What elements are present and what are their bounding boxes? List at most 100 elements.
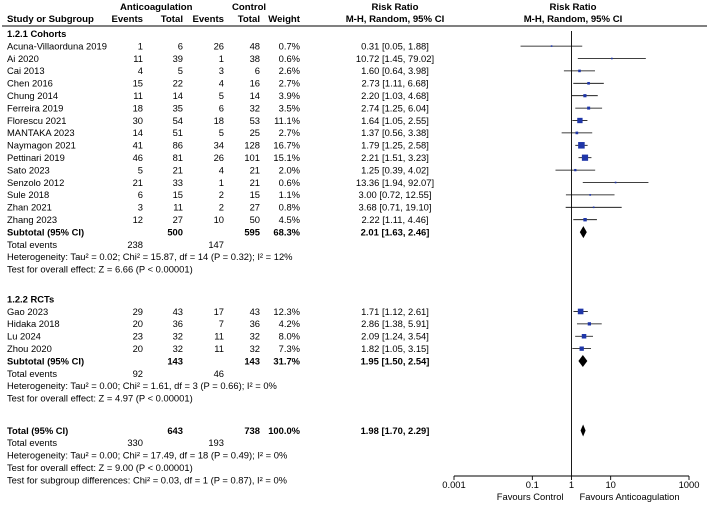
study-total-1: 33 — [173, 177, 183, 188]
study-name: Ferreira 2019 — [7, 102, 63, 113]
subtotal-total-2: 143 — [244, 355, 260, 366]
study-total-1: 81 — [173, 152, 183, 163]
header-group-anticoagulation: Anticoagulation — [120, 2, 193, 13]
total-events-label: Total events — [7, 368, 57, 379]
study-events-2: 6 — [219, 102, 224, 113]
study-weight: 3.9% — [279, 90, 300, 101]
study-events-1: 6 — [138, 189, 143, 200]
study-name: Acuna-Villaorduna 2019 — [7, 40, 107, 51]
subtotal-weight: 68.3% — [273, 226, 300, 237]
x-axis-tick-label: 10 — [605, 479, 615, 490]
study-total-1: 86 — [173, 140, 183, 151]
study-events-1: 15 — [133, 78, 143, 89]
study-events-1: 11 — [133, 53, 143, 64]
study-total-2: 101 — [244, 152, 260, 163]
study-ci-text: 1.60 [0.64, 3.98] — [361, 65, 429, 76]
study-events-1: 29 — [133, 306, 143, 317]
total-diamond — [580, 424, 586, 437]
study-events-1: 14 — [133, 127, 143, 138]
study-total-2: 32 — [250, 331, 260, 342]
total-events-1: 238 — [127, 239, 143, 250]
overall-heterogeneity-text: Heterogeneity: Tau² = 0.00; Chi² = 17.49… — [7, 450, 287, 461]
study-ci-text: 1.37 [0.56, 3.38] — [361, 127, 429, 138]
study-total-2: 53 — [250, 115, 260, 126]
study-weight: 16.7% — [273, 140, 300, 151]
study-weight: 0.8% — [279, 202, 300, 213]
study-events-2: 1 — [219, 53, 224, 64]
study-point-marker — [581, 154, 589, 161]
x-axis-tick-label: 0.001 — [442, 479, 465, 490]
overall-total-events-1: 330 — [127, 437, 143, 448]
subtotal-diamond — [578, 355, 588, 368]
study-total-2: 27 — [250, 202, 260, 213]
study-point-marker — [575, 131, 579, 135]
overall-effect-total-text: Test for overall effect: Z = 9.00 (P < 0… — [7, 462, 193, 473]
study-events-2: 5 — [219, 90, 224, 101]
study-ci-text: 10.72 [1.45, 79.02] — [356, 53, 434, 64]
study-events-2: 10 — [214, 214, 224, 225]
study-weight: 1.1% — [279, 189, 300, 200]
study-ci-text: 2.86 [1.38, 5.91] — [361, 318, 429, 329]
study-ci-text: 1.64 [1.05, 2.55] — [361, 115, 429, 126]
subtotal-ci-text: 1.95 [1.50, 2.54] — [361, 355, 430, 366]
study-total-1: 36 — [173, 318, 183, 329]
study-weight: 0.6% — [279, 53, 300, 64]
header-risk-ratio: Risk Ratio — [372, 2, 419, 13]
study-events-2: 18 — [214, 115, 224, 126]
total-events-2: 147 — [208, 239, 224, 250]
study-name: Sato 2023 — [7, 164, 50, 175]
study-name: Zhan 2021 — [7, 202, 52, 213]
study-events-1: 11 — [133, 90, 143, 101]
study-point-marker — [587, 322, 592, 326]
study-name: Pettinari 2019 — [7, 152, 65, 163]
study-total-1: 5 — [178, 65, 183, 76]
study-name: Chung 2014 — [7, 90, 58, 101]
study-ci-text: 13.36 [1.94, 92.07] — [356, 177, 434, 188]
study-events-2: 2 — [219, 202, 224, 213]
study-ci-text: 1.71 [1.12, 2.61] — [361, 306, 429, 317]
study-events-1: 21 — [133, 177, 143, 188]
study-ci-text: 1.79 [1.25, 2.58] — [361, 140, 429, 151]
study-name: Zhou 2020 — [7, 343, 52, 354]
study-ci-text: 3.00 [0.72, 12.55] — [359, 189, 432, 200]
study-events-1: 46 — [133, 152, 143, 163]
study-name: Sule 2018 — [7, 189, 49, 200]
x-axis-tick-label: 1 — [569, 479, 574, 490]
study-point-marker — [581, 333, 587, 339]
study-weight: 12.3% — [273, 306, 300, 317]
plot-header-risk-ratio: Risk Ratio — [550, 2, 597, 13]
subtotal-ci-text: 2.01 [1.63, 2.46] — [361, 226, 430, 237]
total-label: Total (95% CI) — [7, 425, 68, 436]
study-point-marker — [589, 194, 592, 196]
study-ci-text: 3.68 [0.71, 19.10] — [359, 202, 432, 213]
study-events-2: 17 — [214, 306, 224, 317]
header-rr-method: M-H, Random, 95% CI — [346, 14, 445, 25]
study-weight: 2.7% — [279, 78, 300, 89]
study-events-1: 20 — [133, 343, 143, 354]
study-name: Senzolo 2012 — [7, 177, 64, 188]
subtotal-label: Subtotal (95% CI) — [7, 355, 84, 366]
study-ci-text: 2.74 [1.25, 6.04] — [361, 102, 429, 113]
subgroup-title: 1.2.2 RCTs — [7, 293, 54, 304]
study-total-2: 6 — [255, 65, 260, 76]
study-point-marker — [577, 308, 584, 315]
study-events-1: 1 — [138, 40, 143, 51]
study-point-marker — [578, 142, 585, 149]
study-total-2: 21 — [250, 177, 260, 188]
study-total-2: 32 — [250, 102, 260, 113]
study-point-marker — [587, 106, 591, 110]
study-total-2: 25 — [250, 127, 260, 138]
study-name: Gao 2023 — [7, 306, 48, 317]
study-events-1: 5 — [138, 164, 143, 175]
study-total-1: 15 — [173, 189, 183, 200]
study-name: Florescu 2021 — [7, 115, 66, 126]
heterogeneity-text: Heterogeneity: Tau² = 0.00; Chi² = 1.61,… — [7, 380, 277, 391]
study-events-1: 30 — [133, 115, 143, 126]
subtotal-weight: 31.7% — [273, 355, 300, 366]
study-total-2: 128 — [244, 140, 260, 151]
study-total-1: 39 — [173, 53, 183, 64]
study-events-1: 3 — [138, 202, 143, 213]
total-events-label: Total events — [7, 239, 57, 250]
overall-effect-text: Test for overall effect: Z = 4.97 (P < 0… — [7, 393, 193, 404]
study-point-marker — [614, 181, 617, 184]
